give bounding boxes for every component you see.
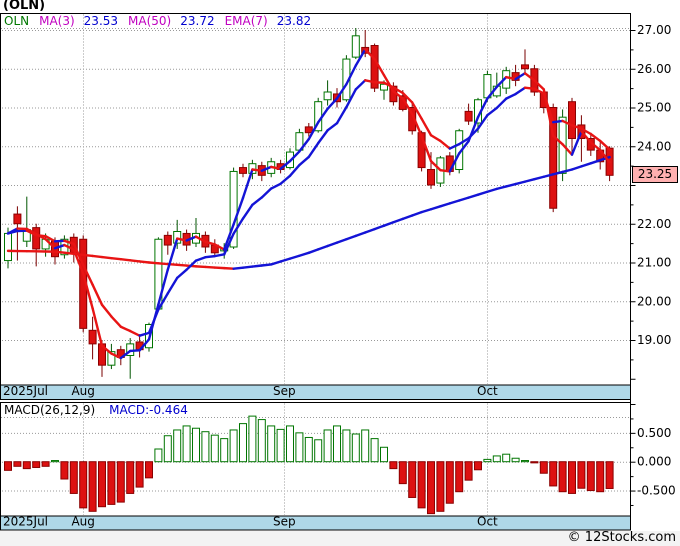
month-label: Oct	[477, 515, 498, 529]
macd-current-value: MACD:-0.464	[109, 403, 188, 417]
month-label: Sep	[273, 384, 296, 398]
ma3-line	[6, 48, 611, 360]
month-label: Sep	[273, 515, 296, 529]
attribution: © 12Stocks.com	[567, 530, 676, 545]
current-price-tag: 23.25	[632, 166, 678, 183]
candlesticks	[4, 28, 614, 379]
price-legend: OLN MA(3) 23.53 MA(50) 23.72 EMA(7) 23.8…	[4, 15, 311, 28]
ma3-label: MA(3)	[39, 14, 75, 28]
price-axis: 27.00 26.00 25.00 24.00 22.00 21.00 20.00 19.00…	[630, 13, 676, 530]
price-tick-label: 24.00	[637, 139, 671, 153]
page-title: (OLN)	[3, 0, 46, 13]
price-tick-label: 20.00	[637, 294, 671, 308]
macd-tick-label: -0.500	[637, 484, 676, 498]
month-label: 2025Jul	[3, 515, 48, 529]
ema7-value: 23.82	[276, 14, 312, 28]
ema7-label: EMA(7)	[224, 14, 268, 28]
price-tick-label: 22.00	[637, 217, 671, 231]
ma50-label: MA(50)	[128, 14, 172, 28]
ma3-value: 23.53	[83, 14, 119, 28]
macd-date-band: 2025Jul Aug Sep Oct	[0, 515, 630, 530]
macd-params-label: MACD(26,12,9)	[4, 403, 96, 417]
macd-tick-label: 0.000	[637, 455, 671, 469]
main-gridlines	[1, 14, 630, 515]
price-tick-label: 26.00	[637, 62, 671, 76]
macd-legend: MACD(26,12,9) MACD:-0.464	[4, 404, 188, 417]
month-label: Oct	[477, 384, 498, 398]
price-tick-label: 27.00	[637, 23, 671, 37]
month-label: Aug	[71, 515, 94, 529]
price-tick-label: 19.00	[637, 333, 671, 347]
month-label: 2025Jul	[3, 384, 48, 398]
price-tick-label: 21.00	[637, 256, 671, 270]
month-label: Aug	[71, 384, 94, 398]
ema7-line	[6, 79, 611, 337]
price-tick-label: 25.00	[637, 101, 671, 115]
macd-bars	[4, 415, 614, 515]
main-date-band: 2025Jul Aug Sep Oct	[0, 384, 630, 399]
ma50-line	[6, 155, 611, 270]
panel-backgrounds	[0, 13, 680, 546]
symbol-label: OLN	[4, 14, 30, 28]
ma50-value: 23.72	[180, 14, 215, 28]
macd-tick-label: 0.500	[637, 426, 671, 440]
